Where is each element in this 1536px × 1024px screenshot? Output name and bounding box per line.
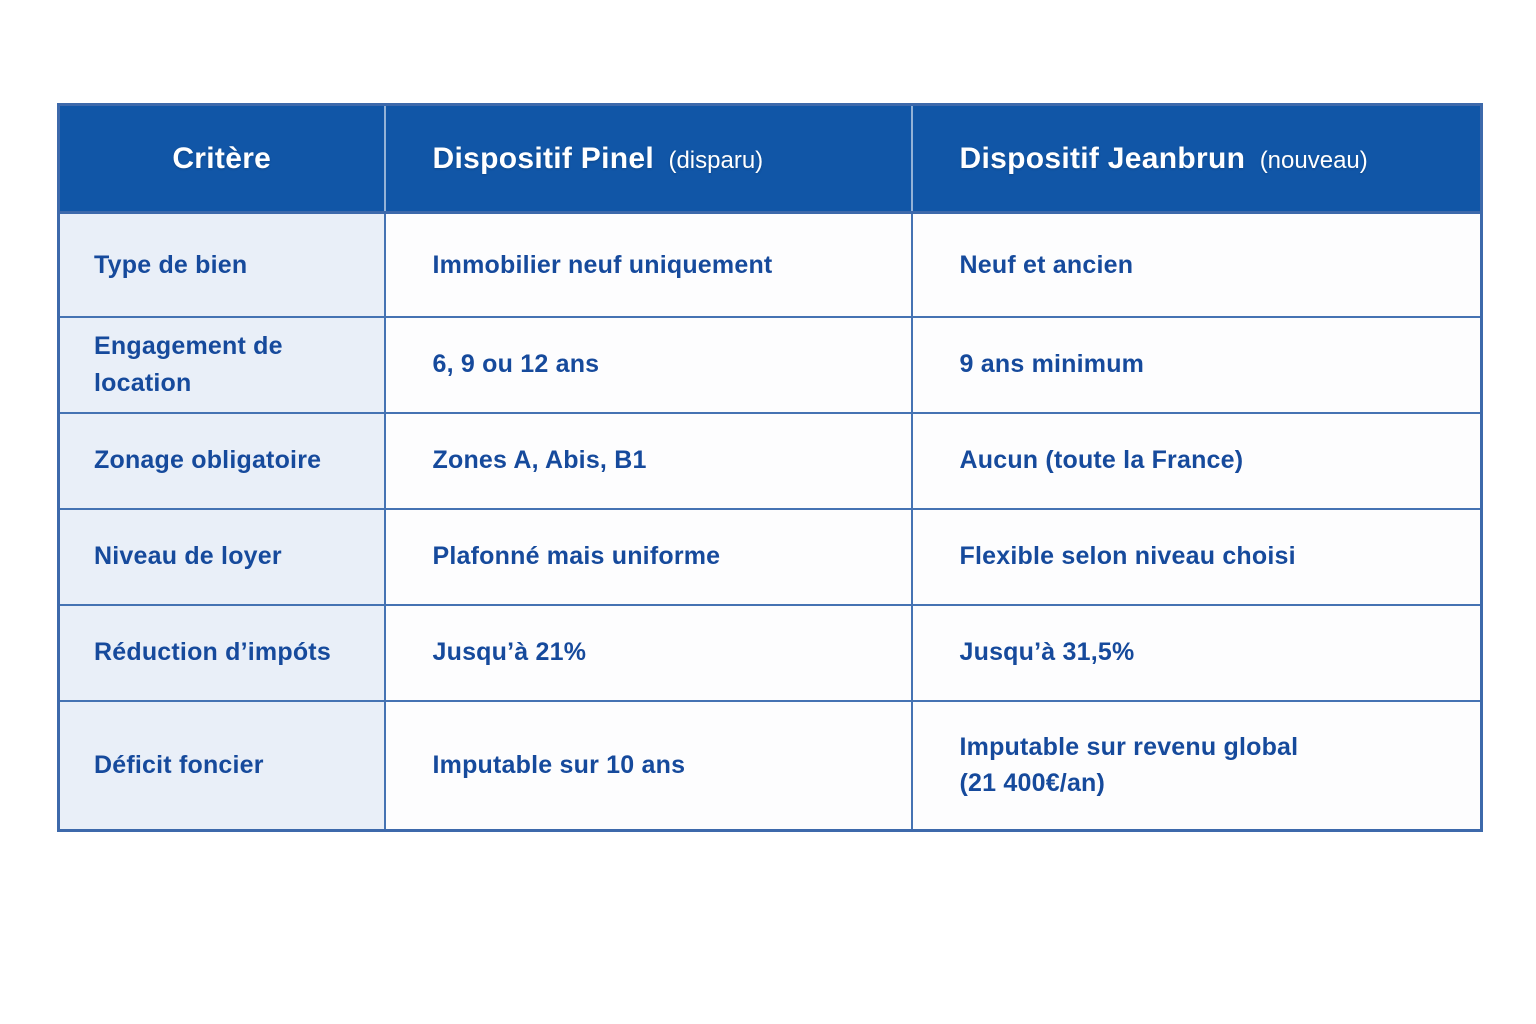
jeanbrun-cell: Aucun (toute la France): [910, 411, 1483, 510]
criterion-cell: Réduction d’impóts: [57, 603, 386, 702]
table-row: Engagement de location 6, 9 ou 12 ans 9 …: [57, 315, 1483, 414]
header-note-jeanbrun: (nouveau): [1259, 146, 1368, 174]
header-cell-pinel: Dispositif Pinel (disparu): [383, 104, 912, 214]
jeanbrun-cell: Jusqu’à 31,5%: [910, 603, 1483, 702]
comparison-table: Critère Dispositif Pinel (disparu) Dispo…: [57, 103, 1483, 832]
criterion-cell: Zonage obligatoire: [57, 411, 386, 510]
table-row: Déficit foncier Imputable sur 10 ans Imp…: [57, 699, 1483, 832]
table-header-row: Critère Dispositif Pinel (disparu) Dispo…: [58, 104, 1482, 214]
header-note-pinel: (disparu): [668, 146, 764, 174]
header-cell-critere: Critère: [58, 104, 385, 214]
header-cell-jeanbrun: Dispositif Jeanbrun (nouveau): [910, 104, 1482, 214]
pinel-cell: Jusqu’à 21%: [383, 603, 913, 702]
criterion-cell: Type de bien: [57, 211, 386, 318]
jeanbrun-cell: Neuf et ancien: [910, 211, 1483, 318]
pinel-cell: Imputable sur 10 ans: [383, 699, 913, 832]
table-row: Niveau de loyer Plafonné mais uniforme F…: [57, 507, 1483, 606]
pinel-cell: Immobilier neuf uniquement: [383, 211, 913, 318]
table-row: Type de bien Immobilier neuf uniquement …: [57, 211, 1483, 318]
pinel-cell: Plafonné mais uniforme: [383, 507, 913, 606]
table-row: Zonage obligatoire Zones A, Abis, B1 Auc…: [57, 411, 1483, 510]
jeanbrun-cell: Imputable sur revenu global (21 400€/an): [910, 699, 1483, 832]
pinel-cell: 6, 9 ou 12 ans: [383, 315, 913, 414]
header-title-critere: Critère: [172, 141, 272, 175]
jeanbrun-cell: 9 ans minimum: [910, 315, 1483, 414]
header-title-pinel: Dispositif Pinel: [432, 141, 654, 175]
header-title-jeanbrun: Dispositif Jeanbrun: [959, 141, 1246, 175]
pinel-cell: Zones A, Abis, B1: [383, 411, 913, 510]
criterion-cell: Niveau de loyer: [57, 507, 386, 606]
table-row: Réduction d’impóts Jusqu’à 21% Jusqu’à 3…: [57, 603, 1483, 702]
criterion-cell: Engagement de location: [57, 315, 386, 414]
criterion-cell: Déficit foncier: [57, 699, 386, 832]
jeanbrun-cell: Flexible selon niveau choisi: [910, 507, 1483, 606]
